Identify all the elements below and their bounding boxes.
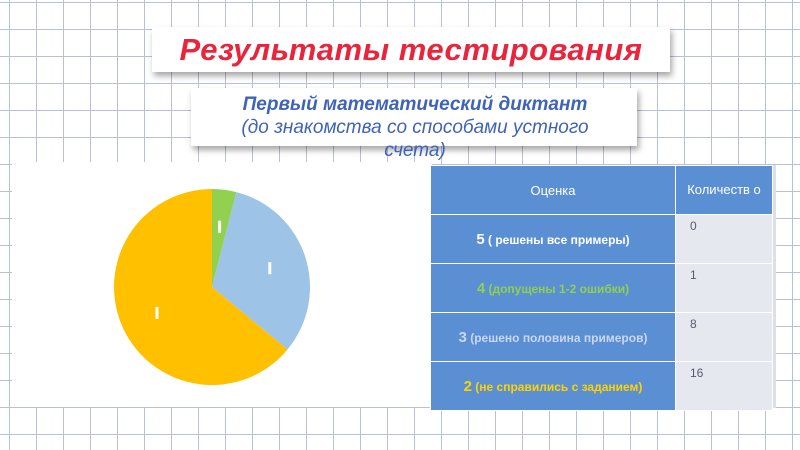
count-cell: 1 (675, 263, 773, 313)
count-cell: 0 (675, 214, 773, 264)
subtitle-line-2: (до знакомства со способами устного (241, 117, 589, 138)
grade-description: (допущены 1-2 ошибки) (485, 281, 630, 296)
header-count: Количеств о (675, 165, 773, 215)
results-table: Оценка Количеств о 5 ( решены все пример… (430, 165, 773, 411)
count-cell: 16 (675, 361, 773, 411)
grade-number: 4 (476, 279, 486, 297)
pie-label-marker-4 (218, 220, 222, 233)
pie-chart (113, 189, 310, 385)
title-banner: Результаты тестирования (152, 27, 670, 72)
grade-cell: 5 ( решены все примеры) (430, 214, 676, 264)
pie-slice-3 (212, 192, 310, 350)
pie-chart-panel (12, 162, 432, 407)
header-grade: Оценка (430, 165, 676, 215)
results-table-panel: Оценка Количеств о 5 ( решены все пример… (430, 165, 776, 411)
grade-cell: 2 (не справились с заданием) (430, 361, 676, 411)
subtitle-line-3: счета) (384, 140, 446, 161)
pie-label-marker-3 (268, 262, 272, 275)
grade-description: (решено половина примеров) (466, 330, 648, 345)
table-header-row: Оценка Количеств о (430, 165, 773, 215)
page-title: Результаты тестирования (179, 31, 643, 67)
count-cell: 8 (675, 312, 773, 362)
grade-number: 2 (463, 377, 472, 395)
subtitle-line-1: Первый математический диктант (242, 94, 588, 115)
table-row: 4 (допущены 1-2 ошибки) 1 (430, 263, 773, 313)
pie-label-marker-2 (155, 306, 159, 319)
table-row: 5 ( решены все примеры) 0 (430, 214, 773, 264)
grade-number: 3 (458, 328, 467, 346)
grade-cell: 4 (допущены 1-2 ошибки) (430, 263, 676, 313)
subtitle-banner: Первый математический диктант (до знаком… (191, 88, 637, 161)
table-row: 3 (решено половина примеров) 8 (430, 312, 773, 362)
subtitle: Первый математический диктант (до знаком… (203, 93, 627, 162)
grade-number: 5 (476, 230, 485, 248)
grade-description: ( решены все примеры) (484, 232, 630, 247)
grade-cell: 3 (решено половина примеров) (430, 312, 676, 362)
pie-slice-4 (212, 189, 237, 287)
grade-description: (не справились с заданием) (471, 379, 643, 394)
table-row: 2 (не справились с заданием) 16 (430, 361, 773, 411)
pie-slice-2 (113, 189, 288, 385)
